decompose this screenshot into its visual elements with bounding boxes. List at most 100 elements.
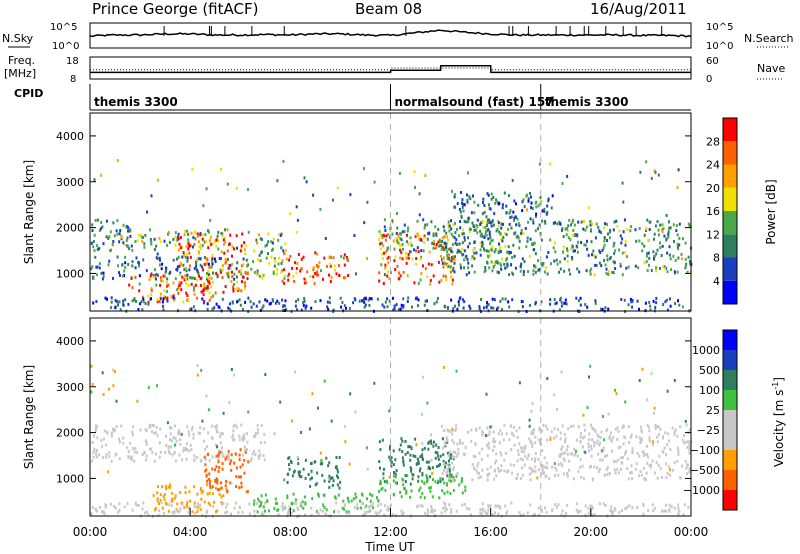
scatter-cell bbox=[526, 208, 528, 212]
scatter-cell bbox=[214, 479, 217, 483]
scatter-cell bbox=[189, 499, 192, 503]
scatter-cell bbox=[635, 435, 638, 439]
scatter-cell bbox=[482, 431, 485, 435]
scatter-cell bbox=[496, 504, 499, 508]
scatter-cell bbox=[398, 171, 401, 175]
scatter-cell bbox=[118, 300, 121, 304]
scatter-cell bbox=[499, 263, 502, 267]
scatter-cell bbox=[112, 276, 114, 280]
scatter-cell bbox=[543, 456, 546, 460]
scatter-cell bbox=[531, 443, 534, 446]
scatter-cell bbox=[429, 489, 432, 493]
scatter-cell bbox=[442, 453, 445, 457]
scatter-cell bbox=[677, 452, 680, 456]
scatter-cell bbox=[507, 194, 510, 198]
scatter-cell bbox=[205, 187, 208, 191]
scatter-cell bbox=[482, 197, 485, 201]
scatter-cell bbox=[165, 502, 168, 506]
scatter-cell bbox=[224, 228, 227, 232]
scatter-cell bbox=[437, 260, 440, 264]
scatter-cell bbox=[281, 279, 284, 283]
scatter-cell bbox=[461, 232, 464, 236]
scatter-cell bbox=[612, 436, 615, 440]
scatter-cell bbox=[531, 429, 534, 433]
scatter-cell bbox=[294, 370, 297, 374]
scatter-cell bbox=[593, 465, 596, 469]
scatter-cell bbox=[639, 170, 642, 174]
scatter-cell bbox=[673, 240, 675, 243]
scatter-cell bbox=[101, 225, 104, 229]
scatter-cell bbox=[448, 467, 451, 471]
scatter-cell bbox=[284, 304, 287, 308]
scatter-cell bbox=[444, 509, 446, 513]
scatter-cell bbox=[566, 254, 569, 258]
scatter-cell bbox=[662, 226, 665, 230]
scatter-cell bbox=[168, 503, 171, 507]
scatter-cell bbox=[184, 491, 187, 495]
scatter-cell bbox=[102, 437, 105, 441]
scatter-cell bbox=[336, 186, 339, 190]
scatter-cell bbox=[215, 272, 218, 276]
scatter-cell bbox=[669, 226, 672, 230]
scatter-cell bbox=[299, 470, 301, 474]
scatter-cell bbox=[171, 453, 174, 457]
scatter-cell bbox=[272, 247, 274, 251]
scatter-cell bbox=[137, 260, 140, 264]
scatter-cell bbox=[280, 270, 283, 274]
scatter-cell bbox=[425, 474, 428, 478]
scatter-cell bbox=[217, 457, 220, 461]
scatter-cell bbox=[642, 504, 645, 507]
scatter-cell bbox=[446, 235, 449, 239]
scatter-cell bbox=[517, 222, 520, 226]
scatter-cell bbox=[177, 248, 180, 252]
scatter-cell bbox=[337, 510, 340, 514]
scatter-cell bbox=[100, 439, 103, 442]
scatter-cell bbox=[620, 461, 623, 464]
scatter-cell bbox=[451, 268, 454, 272]
scatter-cell bbox=[314, 272, 317, 275]
scatter-cell bbox=[600, 430, 603, 434]
scatter-cell bbox=[385, 234, 388, 238]
scatter-cell bbox=[486, 301, 489, 304]
scatter-cell bbox=[566, 445, 569, 448]
scatter-cell bbox=[384, 266, 387, 270]
scatter-cell bbox=[225, 456, 228, 460]
scatter-cell bbox=[607, 412, 610, 416]
scatter-cell bbox=[585, 269, 588, 273]
scatter-cell bbox=[605, 468, 608, 472]
scatter-cell bbox=[645, 471, 648, 475]
scatter-cell bbox=[443, 481, 446, 485]
scatter-cell bbox=[620, 241, 623, 245]
scatter-cell bbox=[181, 433, 183, 436]
scatter-cell bbox=[231, 275, 234, 279]
scatter-cell bbox=[427, 465, 430, 469]
scatter-cell bbox=[450, 247, 453, 250]
scatter-cell bbox=[451, 461, 454, 465]
scatter-cell bbox=[455, 509, 458, 513]
scatter-cell bbox=[669, 468, 672, 472]
scatter-cell bbox=[287, 456, 290, 460]
scatter-cell bbox=[185, 504, 188, 508]
scatter-cell bbox=[153, 431, 156, 435]
scatter-cell bbox=[659, 427, 662, 431]
scatter-cell bbox=[207, 269, 210, 273]
scatter-cell bbox=[426, 511, 429, 514]
scatter-cell bbox=[575, 502, 578, 506]
scatter-cell bbox=[558, 270, 560, 274]
scatter-cell bbox=[536, 476, 539, 480]
scatter-cell bbox=[580, 241, 583, 244]
scatter-cell bbox=[550, 430, 553, 434]
scatter-cell bbox=[627, 265, 630, 269]
scatter-cell bbox=[253, 509, 256, 513]
scatter-cell bbox=[463, 203, 466, 207]
scatter-cell bbox=[167, 232, 169, 236]
scatter-cell bbox=[442, 265, 445, 269]
colorbar-swatch bbox=[723, 470, 737, 490]
scatter-cell bbox=[309, 484, 312, 488]
scatter-cell bbox=[368, 303, 371, 307]
scatter-cell bbox=[217, 460, 220, 464]
scatter-cell bbox=[370, 297, 373, 301]
scatter-cell bbox=[261, 276, 264, 280]
scatter-cell bbox=[430, 433, 432, 437]
scatter-cell bbox=[240, 280, 243, 284]
